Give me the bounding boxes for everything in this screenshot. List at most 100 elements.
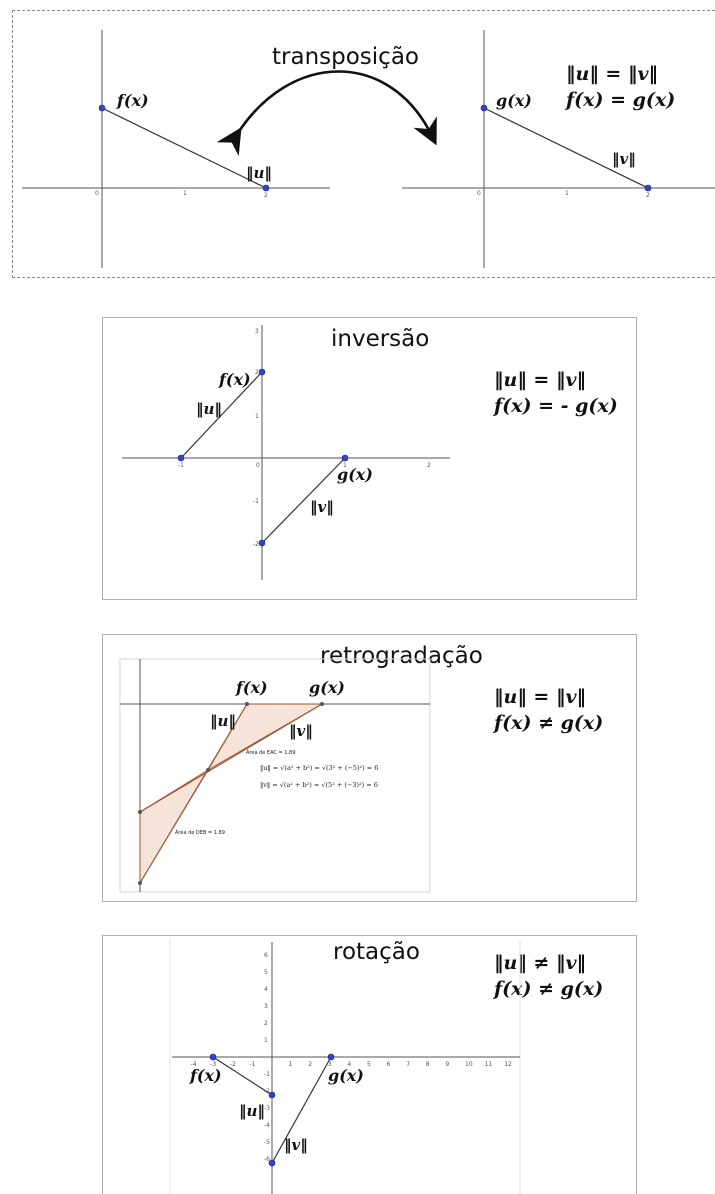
tick-x: 8	[426, 1061, 430, 1068]
tick-y: -5	[264, 1139, 270, 1146]
tick-x: 5	[367, 1061, 371, 1068]
label-norm-v: ‖v‖	[310, 498, 334, 516]
label-f: f(x)	[189, 1066, 222, 1085]
tick-x-1: 1	[343, 462, 347, 469]
area-eac-label: Área de EAC = 1.89	[246, 749, 295, 756]
label-norm-u: ‖u‖	[239, 1102, 265, 1120]
tick-x: -2	[230, 1061, 236, 1068]
label-g: g(x)	[328, 1066, 364, 1085]
norm-u-formula: ‖u‖ = √(a² + b²) = √(3² + (−5)²) = 6	[260, 764, 378, 772]
point-u-end	[268, 1091, 276, 1099]
tick-y: 3	[264, 1003, 268, 1010]
transposition-arrow	[216, 70, 437, 157]
tick-x: 6	[387, 1061, 391, 1068]
norm-relation-inversao: ‖u‖ = ‖v‖	[494, 369, 587, 391]
tick-x: -1	[249, 1061, 255, 1068]
label-g: g(x)	[337, 465, 373, 484]
tick-x-2: 2	[427, 462, 431, 469]
point-f-end	[258, 368, 266, 376]
tick-y: -4	[264, 1122, 270, 1129]
point-d	[138, 810, 142, 814]
panel-rotacao	[102, 935, 637, 1194]
tick-y: 5	[264, 969, 268, 976]
area-deb-label: Área de DEB = 1.89	[175, 829, 225, 836]
point-g-end	[644, 184, 652, 192]
func-relation-rotacao: f(x) ≠ g(x)	[494, 978, 604, 1000]
segment-u	[139, 703, 248, 884]
norm-v-formula: ‖v‖ = √(a² + b²) = √(5² + (−3)²) = 6	[260, 781, 378, 789]
tick-y: -3	[264, 1105, 270, 1112]
point-c	[320, 702, 324, 706]
label-f: f(x)	[218, 370, 251, 389]
segment-u	[212, 1056, 273, 1096]
tick-left-2: 2	[264, 192, 268, 199]
label-g: g(x)	[496, 91, 532, 110]
tick-y: 4	[264, 986, 268, 993]
tick-left-0: 0	[95, 190, 99, 197]
tick-x: 3	[328, 1061, 332, 1068]
tick-x: 10	[465, 1061, 473, 1068]
segment-f	[180, 371, 263, 459]
norm-relation-retrogradacao: ‖u‖ = ‖v‖	[494, 686, 587, 708]
point-f	[209, 1053, 217, 1061]
panel-retrogradacao	[102, 634, 637, 902]
tick-x: 11	[485, 1061, 493, 1068]
segment-g	[261, 457, 346, 544]
point-g	[327, 1053, 335, 1061]
title-rotacao: rotação	[333, 939, 420, 965]
label-f: f(x)	[235, 678, 268, 697]
func-relation-transposicao: f(x) = g(x)	[566, 89, 676, 111]
tick-y-neg1: -1	[253, 498, 259, 505]
tick-x: 7	[406, 1061, 410, 1068]
tick-y: -1	[264, 1071, 270, 1078]
title-inversao: inversão	[331, 326, 430, 352]
point-a	[245, 702, 249, 706]
point-g-start	[480, 104, 488, 112]
norm-relation-rotacao: ‖u‖ ≠ ‖v‖	[494, 952, 587, 974]
panel-inversao	[102, 317, 637, 600]
tick-x: 1	[289, 1061, 293, 1068]
panel-transposicao	[12, 10, 715, 278]
label-g: g(x)	[309, 678, 345, 697]
label-norm-v: ‖v‖	[289, 722, 313, 740]
point-f-start	[177, 454, 185, 462]
tick-y-3: 3	[255, 328, 259, 335]
tick-right-2: 2	[646, 192, 650, 199]
segment-v	[139, 703, 323, 813]
tick-x: 12	[504, 1061, 512, 1068]
tick-left-1: 1	[183, 190, 187, 197]
label-norm-u: ‖u‖	[246, 164, 272, 182]
point-f-start	[98, 104, 106, 112]
tick-right-0: 0	[477, 190, 481, 197]
tick-y: 1	[264, 1037, 268, 1044]
point-v-start	[268, 1159, 276, 1167]
tick-x-0: 0	[256, 462, 260, 469]
label-norm-v: ‖v‖	[612, 150, 636, 168]
segment-f	[101, 107, 267, 189]
label-f: f(x)	[116, 91, 149, 110]
tick-x: -3	[210, 1061, 216, 1068]
norm-relation-transposicao: ‖u‖ = ‖v‖	[566, 63, 659, 85]
tick-x: 4	[347, 1061, 351, 1068]
point-g-end	[341, 454, 349, 462]
tick-right-1: 1	[565, 190, 569, 197]
tick-x: 9	[445, 1061, 449, 1068]
tick-x: -4	[191, 1061, 197, 1068]
func-relation-retrogradacao: f(x) ≠ g(x)	[494, 712, 604, 734]
tick-y-2: 2	[255, 369, 259, 376]
segment-g	[483, 107, 649, 189]
label-norm-v: ‖v‖	[284, 1136, 308, 1154]
func-relation-inversao: f(x) = - g(x)	[494, 395, 618, 417]
label-norm-u: ‖u‖	[210, 712, 236, 730]
point-b	[138, 881, 142, 885]
tick-x-neg1: -1	[178, 462, 184, 469]
x-ticks-rotacao: -4 -3 -2 -1 1 2 3 4 5 6 7 8 9 10 11 12	[191, 1061, 512, 1068]
tick-y-neg2: -2	[253, 541, 259, 548]
tick-y: 6	[264, 952, 268, 959]
tick-y-1: 1	[255, 413, 259, 420]
